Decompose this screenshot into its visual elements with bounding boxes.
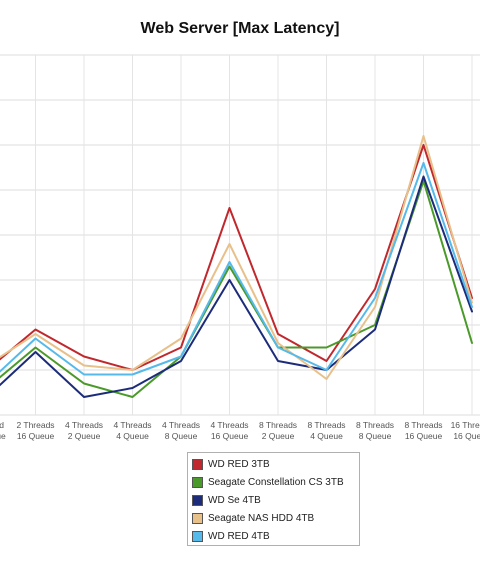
- legend-item: Seagate NAS HDD 4TB: [192, 509, 359, 527]
- chart-title: Web Server [Max Latency]: [140, 20, 340, 37]
- gridlines: [0, 54, 480, 416]
- series-line: [0, 135, 473, 380]
- x-tick-label: 8 Threads 2 Queue: [259, 420, 297, 441]
- series-lines: [0, 135, 473, 398]
- x-tick-label: 8 Threads 16 Queue: [404, 420, 442, 441]
- legend-label: WD Se 4TB: [208, 494, 261, 506]
- x-tick-label: 4 Threads 2 Queue: [65, 420, 103, 441]
- x-tick-label: 1 Thread16 Queue: [0, 420, 6, 441]
- legend-item: WD Se 4TB: [192, 491, 359, 509]
- legend-swatch: [192, 494, 203, 506]
- series-line: [0, 144, 473, 371]
- series-line: [0, 175, 473, 398]
- x-tick-label: 2 Threads 16 Queue: [16, 420, 54, 441]
- x-tick-label: 8 Threads 8 Queue: [356, 420, 394, 441]
- legend: WD RED 3TB Seagate Constellation CS 3TB WD…: [187, 452, 360, 546]
- x-tick-label: 4 Threads 16 Queue: [210, 420, 248, 441]
- series-line: [0, 162, 473, 376]
- legend-label: WD RED 3TB: [208, 458, 270, 470]
- legend-swatch: [192, 530, 203, 542]
- legend-swatch: [192, 476, 203, 488]
- x-tick-label: 8 Threads 4 Queue: [307, 420, 345, 441]
- x-tick-label: 4 Threads 4 Queue: [113, 420, 151, 441]
- legend-label: Seagate NAS HDD 4TB: [208, 512, 315, 524]
- legend-item: Seagate Constellation CS 3TB: [192, 473, 359, 491]
- legend-label: WD RED 4TB: [208, 530, 270, 542]
- legend-item: WD RED 4TB: [192, 527, 359, 545]
- legend-swatch: [192, 458, 203, 470]
- legend-item: WD RED 3TB: [192, 455, 359, 473]
- legend-label: Seagate Constellation CS 3TB: [208, 476, 344, 488]
- x-tick-label: 4 Threads 8 Queue: [162, 420, 200, 441]
- legend-swatch: [192, 512, 203, 524]
